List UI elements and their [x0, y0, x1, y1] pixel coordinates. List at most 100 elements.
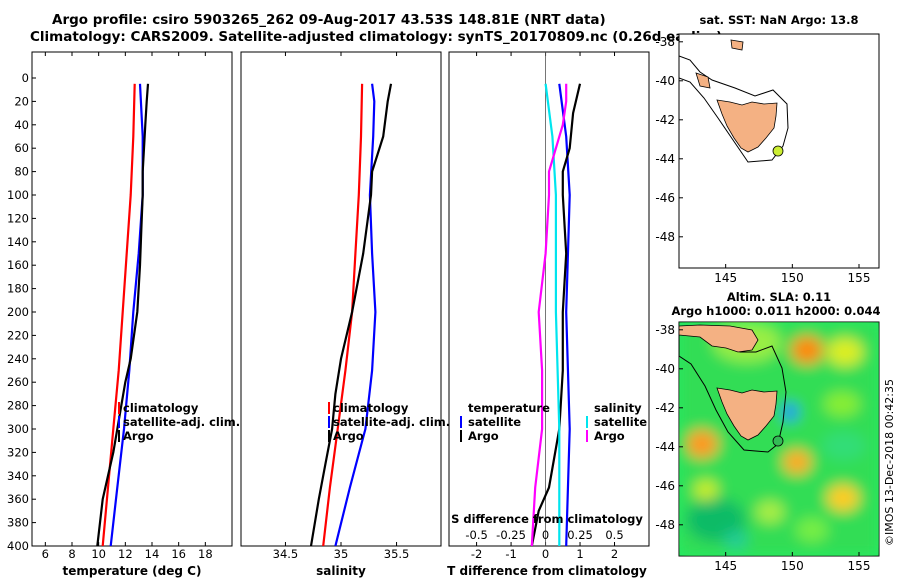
map-x-tick-label: 145 — [714, 559, 737, 573]
depth-tick-label: 260 — [7, 375, 29, 389]
sla-map-title-1: Altim. SLA: 0.11 — [727, 290, 831, 304]
legend-argo-label: Argo — [123, 429, 154, 443]
difference-axes-frame — [448, 51, 650, 547]
map-y-tick-label: -40 — [655, 74, 675, 88]
sst-map-content — [679, 39, 789, 163]
difference-x-axis: -2 -1 0 1 2 -0.5 -0.25 0 0.25 0.5 — [465, 52, 624, 561]
salinity-panel: 34.5 35 35.5 climatology satellite-adj. cl… — [240, 51, 450, 578]
legend-climatology-label: climatology — [123, 401, 199, 415]
s-tick-label: 0 — [542, 528, 549, 542]
x-tick-label: -2 — [471, 547, 482, 561]
legend-satellite-label: satellite-adj. clim. — [123, 415, 240, 429]
sla-map-title-2: Argo h1000: 0.011 h2000: 0.044 — [671, 304, 880, 318]
map-y-tick-label: -40 — [655, 362, 675, 376]
series-line-satellite-adj-clim — [334, 83, 377, 546]
series-line-argo — [309, 83, 393, 546]
series-line-t-satellite — [558, 83, 571, 546]
x-tick-label: -1 — [505, 547, 516, 561]
sst-map-panel: sat. SST: NaN Argo: 13.8 145 150 155 -38 -40… — [655, 13, 880, 285]
legend-t-satellite-label: satellite — [468, 415, 521, 429]
legend-climatology-label: climatology — [333, 401, 409, 415]
figure-title-line1: Argo profile: csiro 5903265_262 09-Aug-2… — [52, 12, 606, 28]
depth-tick-label: 320 — [7, 445, 29, 459]
temperature-legend: climatology satellite-adj. clim. Argo — [118, 401, 240, 443]
x-tick-label: 35.5 — [384, 547, 410, 561]
series-line-t-argo — [530, 83, 582, 546]
map-y-tick-label: -38 — [655, 35, 675, 49]
legend-argo-label: Argo — [333, 429, 364, 443]
map-y-tick-label: -46 — [655, 191, 675, 205]
x-tick-label: 1 — [576, 547, 583, 561]
salinity-xlabel: salinity — [316, 564, 366, 578]
depth-tick-label: 80 — [14, 165, 29, 179]
x-tick-label: 10 — [91, 547, 106, 561]
x-tick-label: 6 — [42, 547, 49, 561]
depth-tick-label: 380 — [7, 516, 29, 530]
sla-map-axes: 145 150 155 -38 -40 -42 -44 -46 -48 — [655, 323, 870, 573]
depth-tick-label: 200 — [7, 305, 29, 319]
difference-panel: -2 -1 0 1 2 -0.5 -0.25 0 0.25 0.5 temperature sat… — [447, 51, 650, 578]
legend-temperature-title: temperature — [468, 401, 550, 415]
map-y-tick-label: -48 — [655, 230, 675, 244]
x-tick-label: 2 — [611, 547, 618, 561]
depth-tick-label: 220 — [7, 328, 29, 342]
x-tick-label: 14 — [145, 547, 160, 561]
argo-float-marker — [772, 435, 784, 447]
s-tick-label: -0.25 — [496, 528, 526, 542]
salinity-axes-frame — [240, 51, 442, 547]
map-y-tick-label: -48 — [655, 518, 675, 532]
x-tick-label: 0 — [542, 547, 549, 561]
x-tick-label: 34.5 — [273, 547, 299, 561]
s-tick-label: 0.25 — [567, 528, 593, 542]
legend-salinity-title: salinity — [594, 401, 642, 415]
series-line-s-satellite — [544, 83, 561, 546]
figure-title-line2: Climatology: CARS2009. Satellite-adjuste… — [30, 29, 723, 45]
argo-float-marker — [772, 145, 784, 157]
depth-tick-label: 140 — [7, 235, 29, 249]
sla-map-panel: Altim. SLA: 0.11 Argo h1000: 0.011 h2000… — [655, 290, 880, 573]
legend-s-satellite-label: satellite — [594, 415, 647, 429]
temperature-panel: 0 20 40 60 80 100 120 140 160 180 200 220 240 260 280 3… — [7, 51, 240, 578]
x-tick-label: 16 — [171, 547, 186, 561]
s-tick-label: 0.5 — [605, 528, 623, 542]
depth-tick-label: 0 — [22, 71, 29, 85]
legend-t-argo-label: Argo — [468, 429, 499, 443]
difference-temperature-legend: temperature satellite Argo — [460, 401, 550, 443]
map-y-tick-label: -44 — [655, 440, 675, 454]
depth-tick-label: 400 — [7, 539, 29, 553]
map-y-tick-label: -42 — [655, 113, 675, 127]
depth-axis: 0 20 40 60 80 100 120 140 160 180 200 220 240 260 280 3… — [7, 71, 36, 553]
map-x-tick-label: 150 — [781, 559, 804, 573]
depth-tick-label: 20 — [14, 94, 29, 108]
difference-salinity-legend: salinity satellite Argo — [586, 401, 647, 443]
temperature-axes-frame — [31, 51, 233, 547]
land-mainland-fragment — [695, 72, 711, 89]
x-tick-label: 12 — [118, 547, 133, 561]
series-line-argo — [96, 83, 150, 546]
salinity-x-axis: 34.5 35 35.5 — [273, 52, 410, 561]
depth-tick-label: 360 — [7, 492, 29, 506]
legend-s-argo-label: Argo — [594, 429, 625, 443]
map-y-tick-label: -44 — [655, 152, 675, 166]
t-difference-xlabel: T difference from climatology — [447, 564, 647, 578]
map-x-tick-label: 145 — [714, 271, 737, 285]
sst-map-axes: 145 150 155 -38 -40 -42 -44 -46 -48 — [655, 35, 870, 285]
map-y-tick-label: -42 — [655, 401, 675, 415]
depth-tick-label: 160 — [7, 258, 29, 272]
s-tick-label: -0.5 — [465, 528, 487, 542]
s-difference-label: S difference from climatology — [451, 512, 643, 526]
depth-tick-label: 40 — [14, 118, 29, 132]
temperature-xlabel: temperature (deg C) — [63, 564, 202, 578]
map-x-tick-label: 155 — [848, 271, 871, 285]
x-tick-label: 18 — [198, 547, 213, 561]
depth-tick-label: 240 — [7, 352, 29, 366]
land-tasmania — [716, 99, 778, 153]
depth-tick-label: 340 — [7, 469, 29, 483]
land-tasmania — [716, 387, 778, 441]
series-line-s-argo — [530, 83, 568, 546]
land-fragment — [730, 39, 744, 51]
legend-satellite-label: satellite-adj. clim. — [333, 415, 450, 429]
depth-tick-label: 180 — [7, 282, 29, 296]
